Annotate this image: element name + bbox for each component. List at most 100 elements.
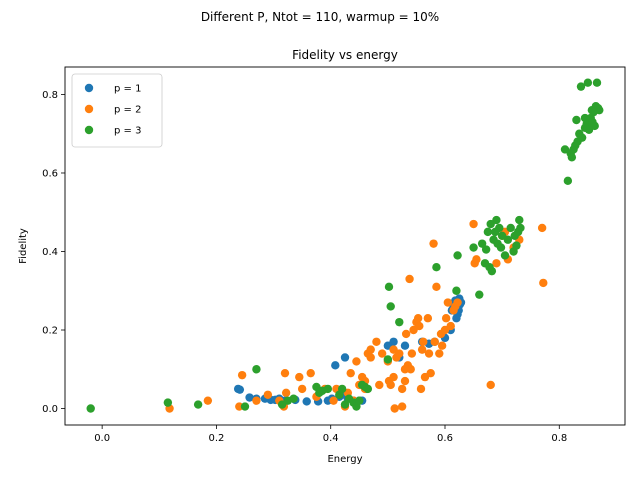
series-2-point-15: [329, 396, 338, 405]
series-3-point-44: [496, 243, 506, 252]
figure-suptitle: Different P, Ntot = 110, warmup = 10%: [201, 10, 439, 24]
series-2-point-80: [397, 402, 407, 411]
series-2-point-36: [395, 349, 404, 358]
series-3-point-46: [500, 251, 510, 260]
x-tick-label-4: 0.6: [437, 433, 453, 444]
legend: p = 1 p = 2 p = 3: [71, 73, 163, 148]
series-3-point-41: [492, 215, 501, 225]
series-2-point-26: [366, 345, 375, 354]
x-tick-label-2: 0.2: [208, 433, 224, 444]
series-3-point-58: [567, 153, 577, 162]
plot-frame: [64, 66, 626, 426]
legend-label-1: p = 1: [114, 84, 141, 95]
series-2-point-34: [390, 404, 399, 413]
series-2-point-78: [537, 223, 547, 233]
legend-frame: [71, 73, 163, 148]
series-2-point-67: [453, 298, 462, 307]
series-3-point-14: [337, 384, 347, 394]
series-1-point-2: [235, 385, 245, 394]
series-2-point-70: [472, 255, 481, 264]
series-3-point-64: [576, 82, 586, 91]
series-3-point-5: [252, 365, 261, 374]
series-2-point-54: [426, 368, 435, 378]
series-2-point-10: [281, 388, 291, 398]
legend-marker-1: [84, 83, 94, 93]
series-3-point-34: [481, 245, 491, 254]
x-tick-label-1: 0.0: [94, 433, 110, 444]
series-3-point-23: [383, 355, 393, 364]
series-3-point-4: [240, 402, 250, 411]
series-3-point-27: [432, 263, 441, 272]
y-tick-label-4: 0.6: [42, 168, 58, 179]
series-2-point-83: [366, 353, 375, 362]
series-1-point-25: [389, 337, 398, 346]
series-2-point-9: [280, 368, 290, 378]
series-2-point-82: [389, 372, 398, 382]
series-3-point-2: [163, 398, 173, 407]
series-3-point-25: [386, 302, 395, 311]
series-3-point-38: [487, 266, 497, 276]
series-2-point-46: [413, 314, 423, 323]
series-2-point-27: [372, 337, 381, 346]
series-3-point-47: [503, 235, 513, 244]
series-1-point-27: [400, 341, 410, 350]
series-3-point-1: [86, 404, 95, 413]
series-2-point-4: [237, 370, 247, 380]
legend-label-2: p = 2: [114, 105, 141, 116]
series-2-point-47: [415, 321, 424, 331]
points-layer: [86, 78, 604, 413]
series-2-point-50: [419, 337, 428, 346]
x-axis-label: Energy: [327, 454, 362, 465]
series-3-point-35: [483, 227, 493, 237]
series-3-point-3: [193, 400, 203, 409]
series-2-point-43: [407, 349, 417, 358]
series-3-point-30: [469, 243, 478, 252]
series-2-point-41: [405, 274, 414, 284]
series-3-point-53: [515, 215, 524, 225]
series-2-point-52: [423, 314, 433, 323]
series-2-point-72: [492, 259, 501, 268]
series-2-point-38: [400, 376, 410, 386]
legend-marker-3: [84, 125, 94, 135]
series-2-point-58: [435, 349, 444, 358]
series-2-point-32: [386, 380, 395, 390]
x-axis: 0.0 0.2 0.4 0.6 0.8: [94, 425, 567, 444]
series-1-point-3: [245, 393, 254, 402]
series-2-point-68: [469, 219, 478, 229]
series-2-point-49: [417, 345, 427, 354]
series-3-point-32: [477, 239, 487, 248]
series-2-point-64: [446, 321, 455, 331]
series-2-point-5: [252, 396, 261, 405]
series-3-point-15: [340, 400, 350, 409]
series-3-point-31: [475, 290, 484, 299]
series-3-point-78: [595, 105, 604, 115]
y-tick-label-1: 0.0: [42, 404, 58, 415]
series-1-point-18: [340, 353, 350, 362]
series-2-point-56: [430, 337, 439, 346]
series-2-point-2: [203, 396, 213, 405]
series-3-point-65: [577, 133, 587, 142]
series-1-point-15: [331, 361, 340, 370]
series-3-point-19: [355, 396, 364, 405]
series-1-point-11: [302, 397, 311, 406]
series-3-point-76: [592, 78, 602, 87]
series-3-point-8: [289, 394, 298, 403]
series-2-point-81: [400, 365, 410, 374]
series-2-point-37: [397, 384, 407, 394]
series-2-point-19: [346, 368, 355, 378]
series-3-point-26: [395, 317, 404, 327]
y-tick-label-3: 0.4: [42, 247, 58, 258]
series-2-point-21: [352, 357, 361, 366]
series-3-point-61: [572, 115, 581, 125]
series-3-point-28: [452, 286, 461, 295]
y-tick-label-5: 0.8: [42, 90, 58, 101]
series-3-point-29: [453, 251, 462, 260]
series-2-point-6: [263, 390, 273, 399]
x-tick-label-3: 0.4: [323, 433, 339, 444]
series-2-point-63: [443, 298, 453, 307]
y-tick-label-2: 0.2: [42, 326, 58, 337]
series-2-point-29: [377, 349, 387, 358]
series-3-point-48: [506, 223, 515, 233]
series-3-point-80: [580, 123, 590, 133]
series-2-point-28: [375, 380, 384, 390]
